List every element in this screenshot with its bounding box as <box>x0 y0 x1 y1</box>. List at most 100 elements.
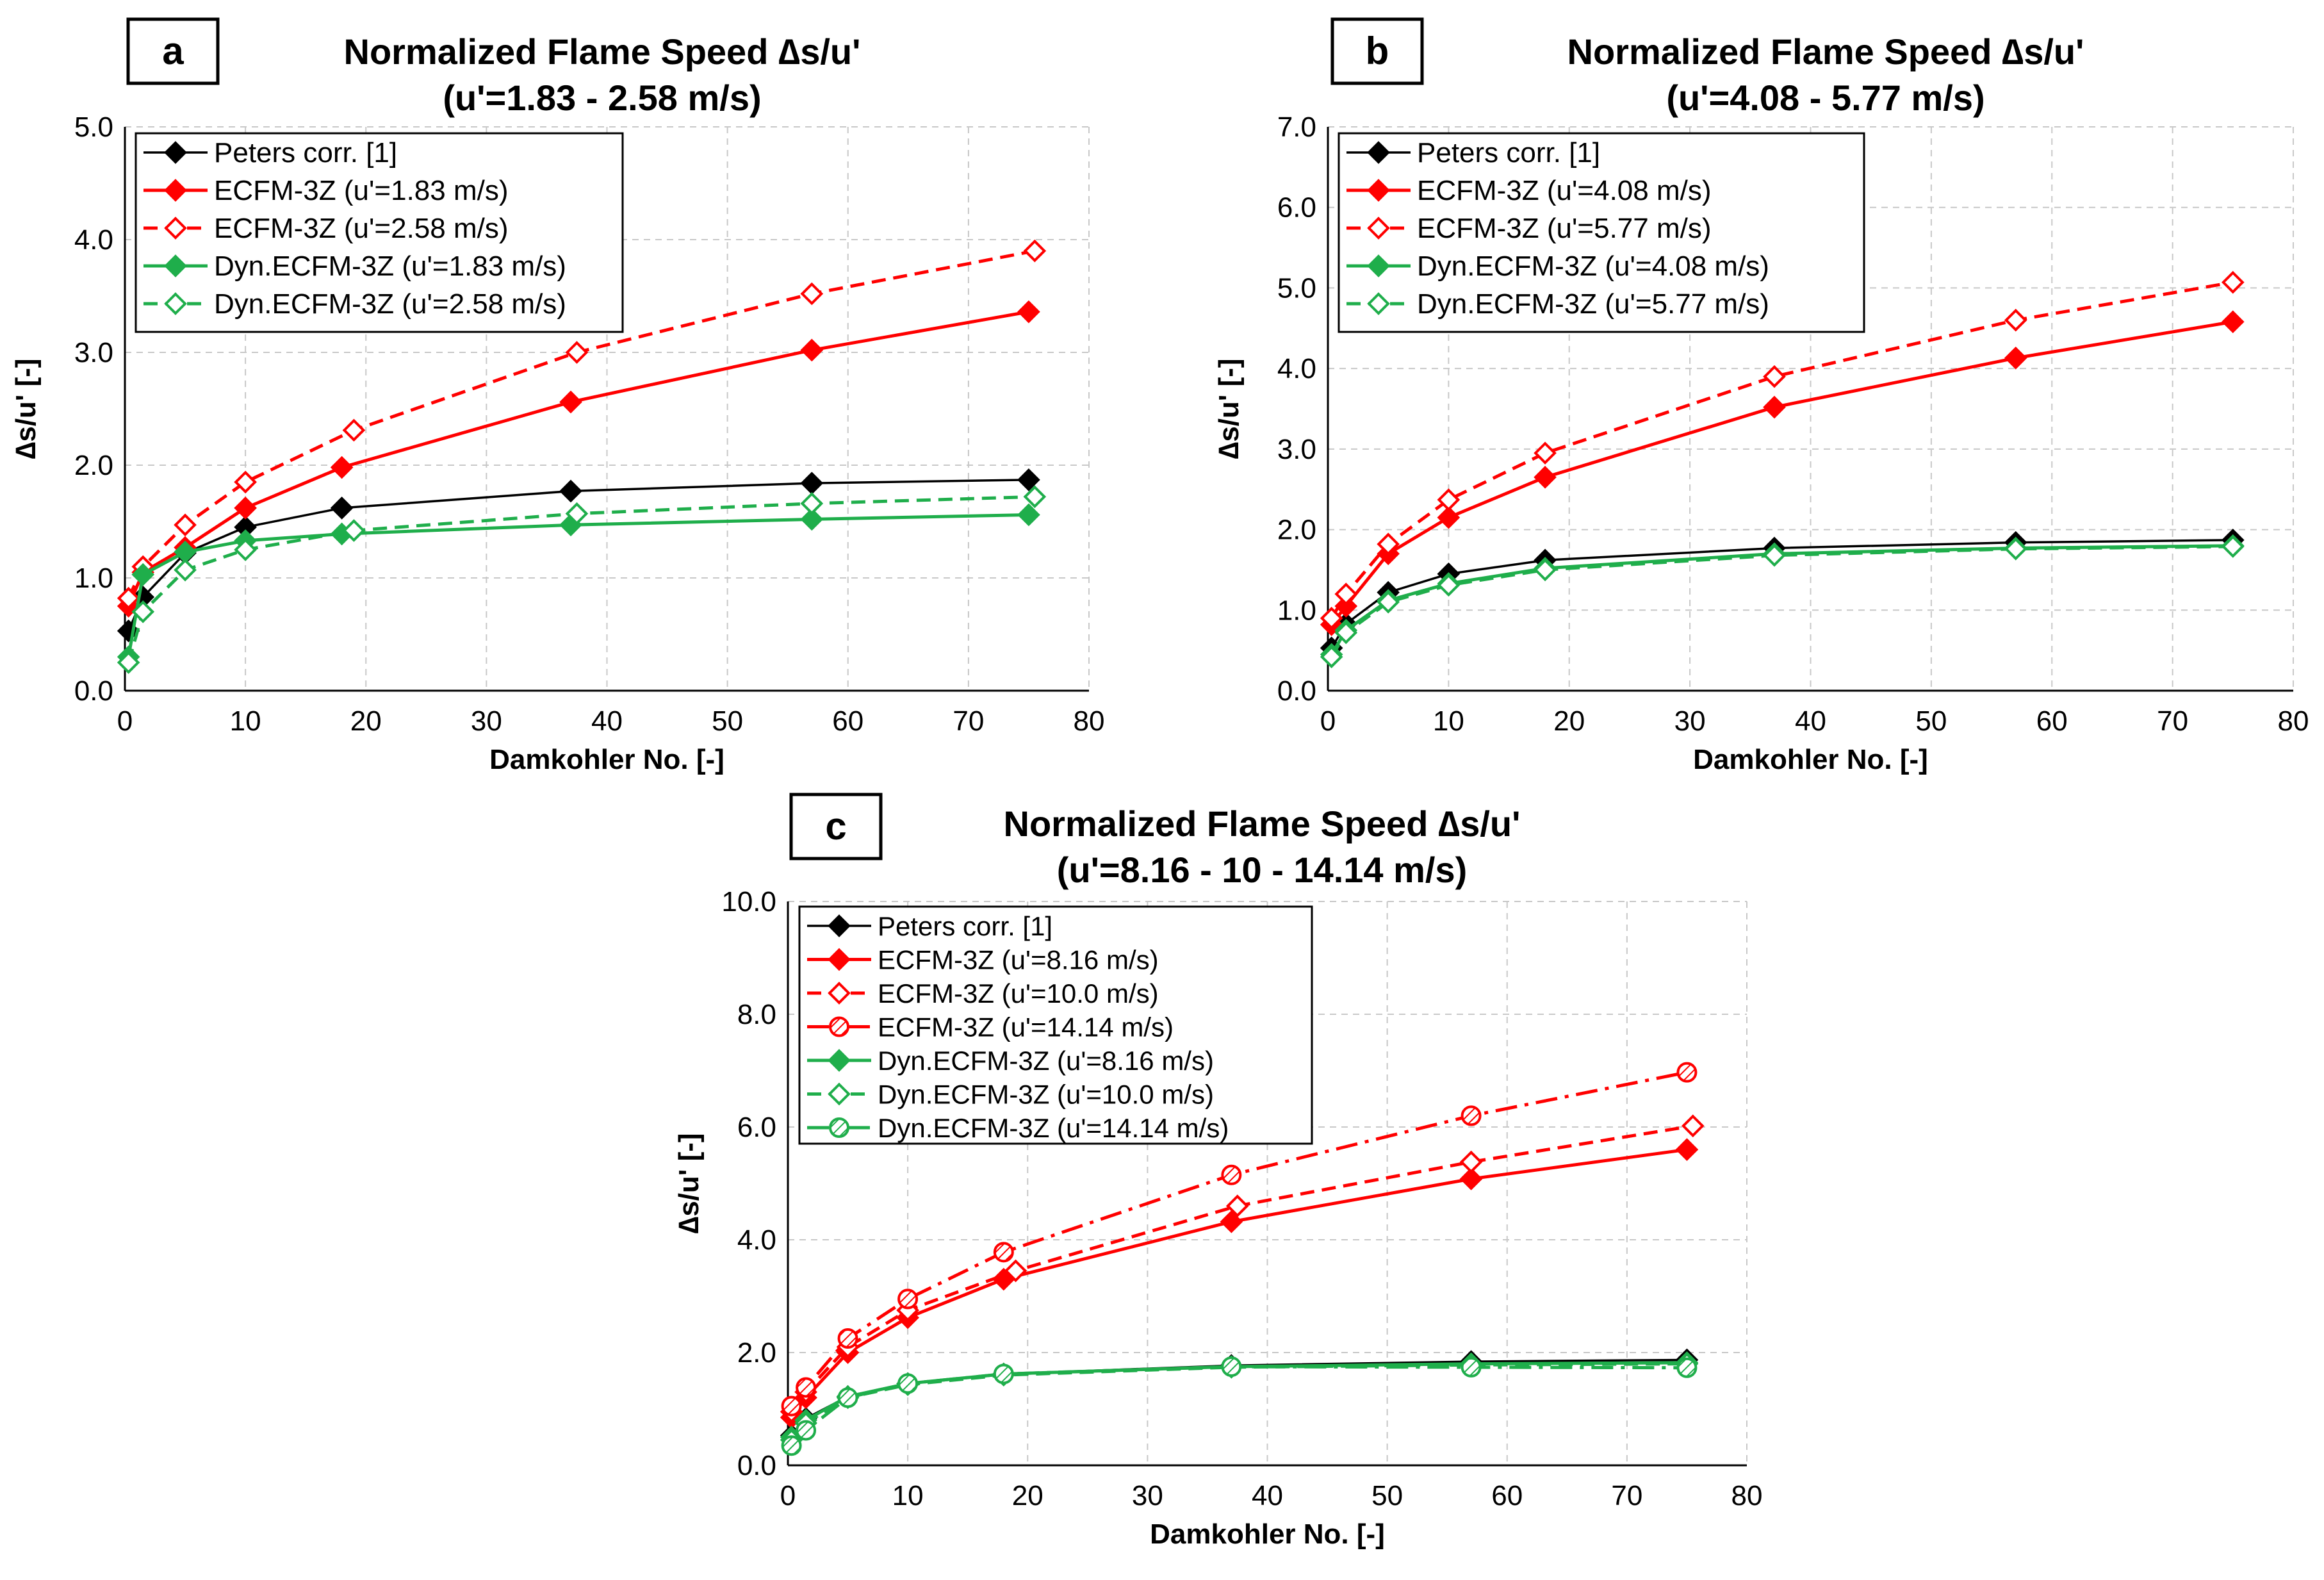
y-tick-label: 6.0 <box>737 1112 776 1143</box>
legend-swatch-marker <box>828 1049 851 1072</box>
data-point <box>1676 1062 1698 1083</box>
legend-swatch-marker <box>1367 254 1390 277</box>
data-point <box>174 558 197 582</box>
y-tick-label: 6.0 <box>1277 192 1316 224</box>
plot-c: 0 10 20 30 40 50 60 70 80 0.0 2.0 4.0 6.0 8.0 10.0 Damk… <box>673 886 1762 1550</box>
data-point <box>1377 532 1400 556</box>
data-point <box>2221 270 2245 294</box>
data-point <box>234 538 257 561</box>
chart-title-line2: (u'=8.16 - 10 - 14.14 m/s) <box>1057 850 1468 890</box>
legend-label: ECFM-3Z (u'=10.0 m/s) <box>878 978 1159 1008</box>
legend-swatch-marker <box>1367 141 1390 164</box>
legend-label: Dyn.ECFM-3Z (u'=10.0 m/s) <box>878 1080 1214 1110</box>
x-tick-label: 50 <box>1915 705 1947 737</box>
y-tick-label: 1.0 <box>1277 595 1316 626</box>
data-point <box>781 1395 802 1417</box>
x-axis-label: Damkohler No. [-] <box>1150 1518 1385 1550</box>
data-point <box>1334 595 1358 618</box>
chart-title-line1: Normalized Flame Speed ∆s/u' <box>1004 803 1521 844</box>
panel-label-box <box>126 17 220 85</box>
data-point <box>1763 365 1786 388</box>
data-point <box>800 282 824 306</box>
series-line <box>790 1071 1687 1408</box>
data-point <box>1461 1105 1482 1126</box>
panel-label-box <box>789 793 883 860</box>
legend-swatch-marker <box>164 217 187 240</box>
y-tick-label: 0.0 <box>74 675 113 707</box>
chart-title-line2: (u'=1.83 - 2.58 m/s) <box>443 78 761 118</box>
legend-box <box>1338 132 1865 333</box>
data-point <box>559 479 582 503</box>
x-tick-label: 20 <box>1012 1480 1043 1511</box>
data-point <box>800 338 824 362</box>
y-tick-label: 2.0 <box>74 450 113 481</box>
data-point <box>2004 346 2027 370</box>
legend-label: ECFM-3Z (u'=2.58 m/s) <box>214 213 509 244</box>
plot-a: 0 10 20 30 40 50 60 70 80 0.0 1.0 2.0 3.0 4.0 5.0 Damko… <box>10 111 1104 775</box>
data-point <box>1334 621 1358 645</box>
x-tick-label: 70 <box>953 705 984 737</box>
legend-swatch-marker <box>164 292 187 315</box>
x-tick-label: 80 <box>1731 1480 1763 1511</box>
y-tick-label: 4.0 <box>1277 353 1316 384</box>
panel-label-box <box>1330 17 1424 85</box>
data-point <box>1461 1356 1482 1378</box>
legend-box <box>135 132 624 333</box>
x-axis-label: Damkohler No. [-] <box>1693 744 1928 775</box>
y-tick-label: 3.0 <box>74 337 113 368</box>
x-tick-label: 10 <box>892 1480 924 1511</box>
legend-swatch-marker <box>828 948 851 971</box>
data-point <box>2221 310 2245 334</box>
legend-label: Peters corr. [1] <box>214 137 397 169</box>
data-point <box>131 563 155 586</box>
data-point <box>800 507 824 531</box>
data-point <box>1437 488 1461 511</box>
x-tick-label: 60 <box>832 705 863 737</box>
data-point <box>1004 1259 1027 1283</box>
x-tick-label: 70 <box>1611 1480 1642 1511</box>
legend-box <box>798 905 1313 1145</box>
data-point <box>2004 537 2027 561</box>
series-line <box>1330 281 2234 620</box>
data-point <box>1220 1210 1243 1233</box>
data-point <box>993 1242 1014 1263</box>
y-tick-label: 5.0 <box>1277 272 1316 304</box>
y-tick-label: 8.0 <box>737 999 776 1030</box>
panel-c: c Normalized Flame Speed ∆s/u' (u'=8.16 … <box>673 793 1762 1550</box>
series-line <box>1330 539 2233 649</box>
x-tick-label: 0 <box>780 1480 796 1511</box>
data-point <box>2004 308 2027 332</box>
data-point <box>1763 395 1786 419</box>
x-tick-label: 40 <box>1795 705 1826 737</box>
legend-label: ECFM-3Z (u'=1.83 m/s) <box>214 175 509 206</box>
legend-label: ECFM-3Z (u'=8.16 m/s) <box>878 945 1159 975</box>
data-point <box>796 1377 817 1398</box>
legend-label: Peters corr. [1] <box>1417 137 1600 169</box>
legend-label: Dyn.ECFM-3Z (u'=2.58 m/s) <box>214 288 566 320</box>
data-point <box>1023 239 1047 263</box>
legend-label: Dyn.ECFM-3Z (u'=14.14 m/s) <box>878 1113 1229 1143</box>
data-point <box>342 519 366 542</box>
legend-swatch-marker <box>1367 179 1390 202</box>
y-tick-label: 1.0 <box>74 563 113 594</box>
data-point <box>837 1328 858 1349</box>
y-axis-label: ∆s/u' [-] <box>10 358 42 459</box>
data-point <box>1459 1150 1483 1174</box>
data-point <box>993 1363 1014 1385</box>
data-point <box>1377 590 1400 614</box>
y-tick-label: 2.0 <box>737 1337 776 1369</box>
x-tick-label: 0 <box>117 705 133 737</box>
data-point <box>2221 535 2245 558</box>
data-point <box>1676 1357 1698 1378</box>
x-tick-label: 20 <box>350 705 382 737</box>
legend-label: Peters corr. [1] <box>878 911 1052 941</box>
data-point <box>1334 582 1358 605</box>
x-tick-label: 50 <box>712 705 743 737</box>
chart-title-line1: Normalized Flame Speed ∆s/u' <box>344 31 861 72</box>
x-tick-label: 30 <box>471 705 502 737</box>
data-point <box>781 1435 802 1456</box>
x-tick-label: 20 <box>1553 705 1585 737</box>
chart-title-line2: (u'=4.08 - 5.77 m/s) <box>1666 78 1984 118</box>
data-point <box>1534 558 1557 582</box>
